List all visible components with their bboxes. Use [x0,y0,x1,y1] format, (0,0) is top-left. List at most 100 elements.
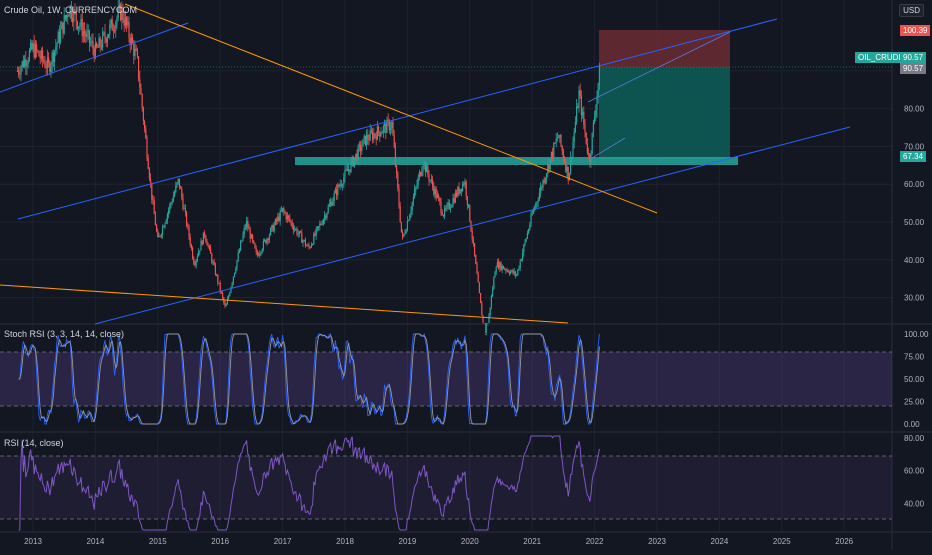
candle-body[interactable] [579,90,581,96]
candle-body[interactable] [76,21,78,29]
candle-body[interactable] [502,265,504,270]
candle-body[interactable] [200,240,202,251]
candle-body[interactable] [69,5,71,16]
candle-body[interactable] [81,19,83,37]
candle-body[interactable] [218,282,220,284]
candle-body[interactable] [310,244,312,248]
candle-body[interactable] [564,158,566,164]
candle-body[interactable] [50,65,52,72]
candle-body[interactable] [178,178,180,188]
candle-body[interactable] [112,30,114,32]
candle-body[interactable] [486,334,488,336]
candles[interactable] [16,0,600,336]
candle-body[interactable] [381,132,383,134]
candle-body[interactable] [114,30,116,32]
candle-body[interactable] [182,197,184,209]
candle-body[interactable] [297,233,299,235]
candle-body[interactable] [126,17,128,26]
candle-body[interactable] [254,243,256,249]
candle-body[interactable] [339,184,341,187]
candle-body[interactable] [156,225,158,232]
candle-body[interactable] [32,43,34,50]
time-axis[interactable]: 2013 2014 2015 2016 2017 2018 2019 2020 2021 2022… [24,537,854,546]
candle-body[interactable] [154,214,156,226]
candle-body[interactable] [271,225,273,229]
candle-body[interactable] [219,282,221,292]
candle-body[interactable] [453,198,455,203]
candle-body[interactable] [232,276,234,283]
take-profit-box[interactable] [599,67,730,159]
candle-body[interactable] [338,184,340,187]
candle-body[interactable] [211,253,213,263]
candle-body[interactable] [96,43,98,47]
candle-body[interactable] [404,233,406,235]
candle-body[interactable] [471,231,473,240]
candle-body[interactable] [439,198,441,202]
currency-badge[interactable]: USD [899,4,924,17]
candle-body[interactable] [220,291,222,293]
candle-body[interactable] [18,71,20,74]
candle-body[interactable] [332,200,334,206]
candle-body[interactable] [42,50,44,60]
candle-body[interactable] [534,207,536,210]
candle-body[interactable] [87,30,89,32]
candle-body[interactable] [277,216,279,222]
candle-body[interactable] [523,244,525,253]
candle-body[interactable] [160,234,162,237]
candle-body[interactable] [490,296,492,308]
candle-body[interactable] [102,32,104,48]
candle-body[interactable] [152,199,154,201]
candle-body[interactable] [496,261,498,268]
candle-body[interactable] [399,206,401,222]
candle-body[interactable] [230,287,232,293]
candle-body[interactable] [514,271,516,276]
candle-body[interactable] [130,37,132,46]
candle-body[interactable] [409,214,411,221]
candle-body[interactable] [238,250,240,253]
candle-body[interactable] [573,131,575,142]
candle-body[interactable] [410,210,412,215]
candle-body[interactable] [504,269,506,270]
candle-body[interactable] [145,128,147,139]
candle-body[interactable] [547,164,549,174]
candle-body[interactable] [460,188,462,191]
candle-body[interactable] [306,245,308,247]
candle-body[interactable] [16,70,18,72]
candle-body[interactable] [278,216,280,221]
candle-body[interactable] [272,225,274,232]
candle-body[interactable] [500,262,502,270]
candle-body[interactable] [121,7,123,20]
candle-body[interactable] [268,234,270,241]
candle-body[interactable] [462,183,464,191]
candle-body[interactable] [571,156,573,158]
candle-body[interactable] [266,238,268,244]
candle-body[interactable] [598,64,600,84]
candle-body[interactable] [540,186,542,194]
candle-body[interactable] [68,15,70,17]
candle-body[interactable] [117,7,119,18]
candle-body[interactable] [481,303,483,316]
candle-body[interactable] [516,274,518,276]
candle-body[interactable] [416,184,418,188]
candle-body[interactable] [343,177,345,185]
candle-body[interactable] [27,60,29,64]
candle-body[interactable] [312,244,314,246]
candle-body[interactable] [302,240,304,243]
candle-body[interactable] [463,183,465,185]
trendline-orange-downtrend[interactable] [124,3,658,214]
candle-body[interactable] [38,51,40,57]
candle-body[interactable] [550,151,552,159]
candle-body[interactable] [214,264,216,275]
candle-body[interactable] [382,126,384,133]
candle-body[interactable] [380,133,382,137]
candle-body[interactable] [373,133,375,140]
candle-body[interactable] [273,224,275,232]
candle-body[interactable] [79,25,81,27]
candle-body[interactable] [452,198,454,206]
candle-body[interactable] [285,213,287,220]
candle-body[interactable] [57,31,59,44]
candle-body[interactable] [144,121,146,129]
candle-body[interactable] [526,232,528,239]
candle-body[interactable] [163,226,165,228]
candle-body[interactable] [408,220,410,222]
